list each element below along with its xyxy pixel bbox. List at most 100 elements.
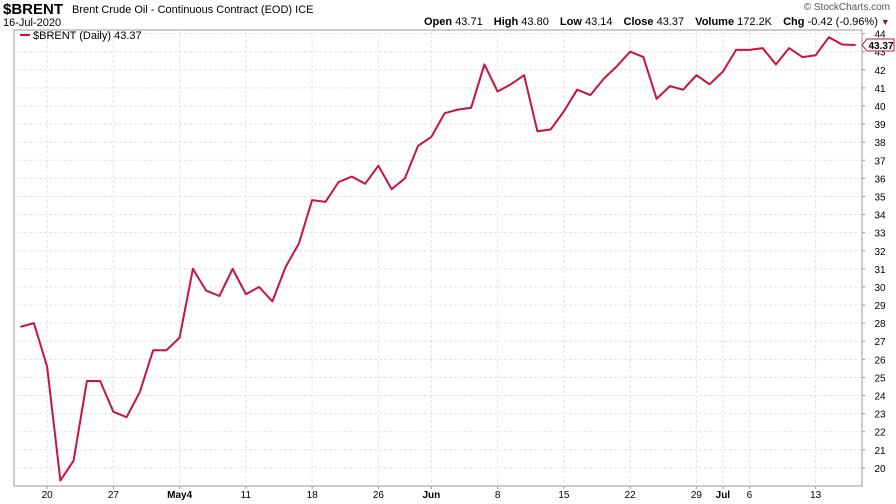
price-point [828,36,830,38]
close-label: Close [623,16,654,28]
price-point [563,110,565,113]
price-point [126,416,128,418]
price-point [470,107,472,109]
price-point [324,201,326,203]
price-point [550,128,552,131]
price-point [815,54,817,56]
price-point [695,74,697,76]
price-point [801,56,803,58]
chg-value: -0.42 (-0.96%) [807,16,878,28]
price-point [497,90,499,93]
price-point [165,349,167,351]
price-point [391,188,393,190]
y-tick-label: 22 [874,428,886,439]
y-tick-label: 31 [874,265,886,276]
price-point [258,286,260,288]
volume-value: 172.2K [737,16,773,28]
price-point [603,78,605,80]
x-tick-label: 6 [747,490,753,501]
price-point [841,43,843,46]
price-point [59,479,61,482]
y-tick-label: 26 [874,355,886,366]
price-point [523,74,525,76]
y-tick-label: 21 [874,446,886,457]
price-point [86,380,88,382]
y-tick-label: 34 [874,211,886,222]
high-label: High [493,16,519,28]
close-value: 43.37 [656,16,685,28]
price-point [33,322,35,324]
y-tick-label: 37 [874,156,886,167]
price-point [722,71,724,73]
price-point [245,293,247,295]
x-tick-label: 15 [558,490,570,501]
y-tick-label: 44 [874,30,886,41]
price-point [483,63,485,65]
y-tick-label: 39 [874,120,886,131]
x-tick-label: 18 [307,490,319,501]
price-point [112,411,114,413]
instrument-name: Brent Crude Oil - Continuous Contract (E… [72,4,314,16]
plot-area [13,29,863,487]
price-line [20,36,856,482]
y-tick-label: 30 [874,283,886,294]
y-tick-label: 41 [874,84,886,95]
price-point [192,268,194,270]
price-point [232,268,234,270]
ohlc-readout: Open 43.71 High 43.80 Low 43.14 Close 43… [424,16,896,28]
y-tick-label: 32 [874,247,886,258]
y-tick-label: 33 [874,229,886,240]
y-tick-label: 36 [874,174,886,185]
y-tick-label: 35 [874,192,886,203]
price-point [735,49,737,51]
last-value-label: 43.37 [868,41,893,52]
chg-down-icon: ▼ [880,17,890,27]
volume-label: Volume [695,16,735,28]
price-point [46,365,48,368]
price-point [152,349,154,351]
open-label: Open [424,16,453,28]
price-point [285,266,287,268]
price-point [788,47,790,49]
x-tick-label: 8 [495,490,501,501]
y-tick-label: 29 [874,301,886,312]
y-tick-label: 25 [874,373,886,384]
x-tick-label: 22 [625,490,637,501]
price-point [298,242,300,245]
chart-date: 16-Jul-2020 [3,17,62,29]
price-point [338,181,340,183]
x-tick-label: May4 [167,490,192,501]
price-point [179,337,181,339]
price-point [444,112,446,114]
price-point [311,199,313,201]
legend-swatch [20,34,30,36]
price-point [351,175,353,178]
price-point [656,98,658,100]
price-point [364,183,366,185]
x-tick-label: 20 [42,490,54,501]
chg-label: Chg [783,16,805,28]
price-point [709,83,711,85]
chart-header: $BRENT Brent Crude Oil - Continuous Cont… [0,0,896,30]
y-tick-label: 43 [874,48,886,59]
open-value: 43.71 [455,16,483,28]
price-point [510,83,512,85]
y-tick-label: 27 [874,337,886,348]
price-point [404,177,406,179]
x-tick-label: 29 [691,490,703,501]
price-point [616,65,618,67]
price-point [377,165,379,167]
price-point [218,295,220,297]
price-point [854,44,856,46]
x-tick-label: Jun [422,490,440,501]
price-point [589,94,591,96]
copyright-link[interactable]: © StockCharts.com [803,2,890,13]
x-tick-label: Jul [716,490,731,501]
low-label: Low [559,16,582,28]
legend: $BRENT (Daily) 43.37 [20,30,142,42]
x-tick-label: 13 [810,490,822,501]
price-point [430,136,432,138]
y-tick-label: 38 [874,138,886,149]
price-point [139,391,141,393]
symbol-title: $BRENT [3,1,64,18]
